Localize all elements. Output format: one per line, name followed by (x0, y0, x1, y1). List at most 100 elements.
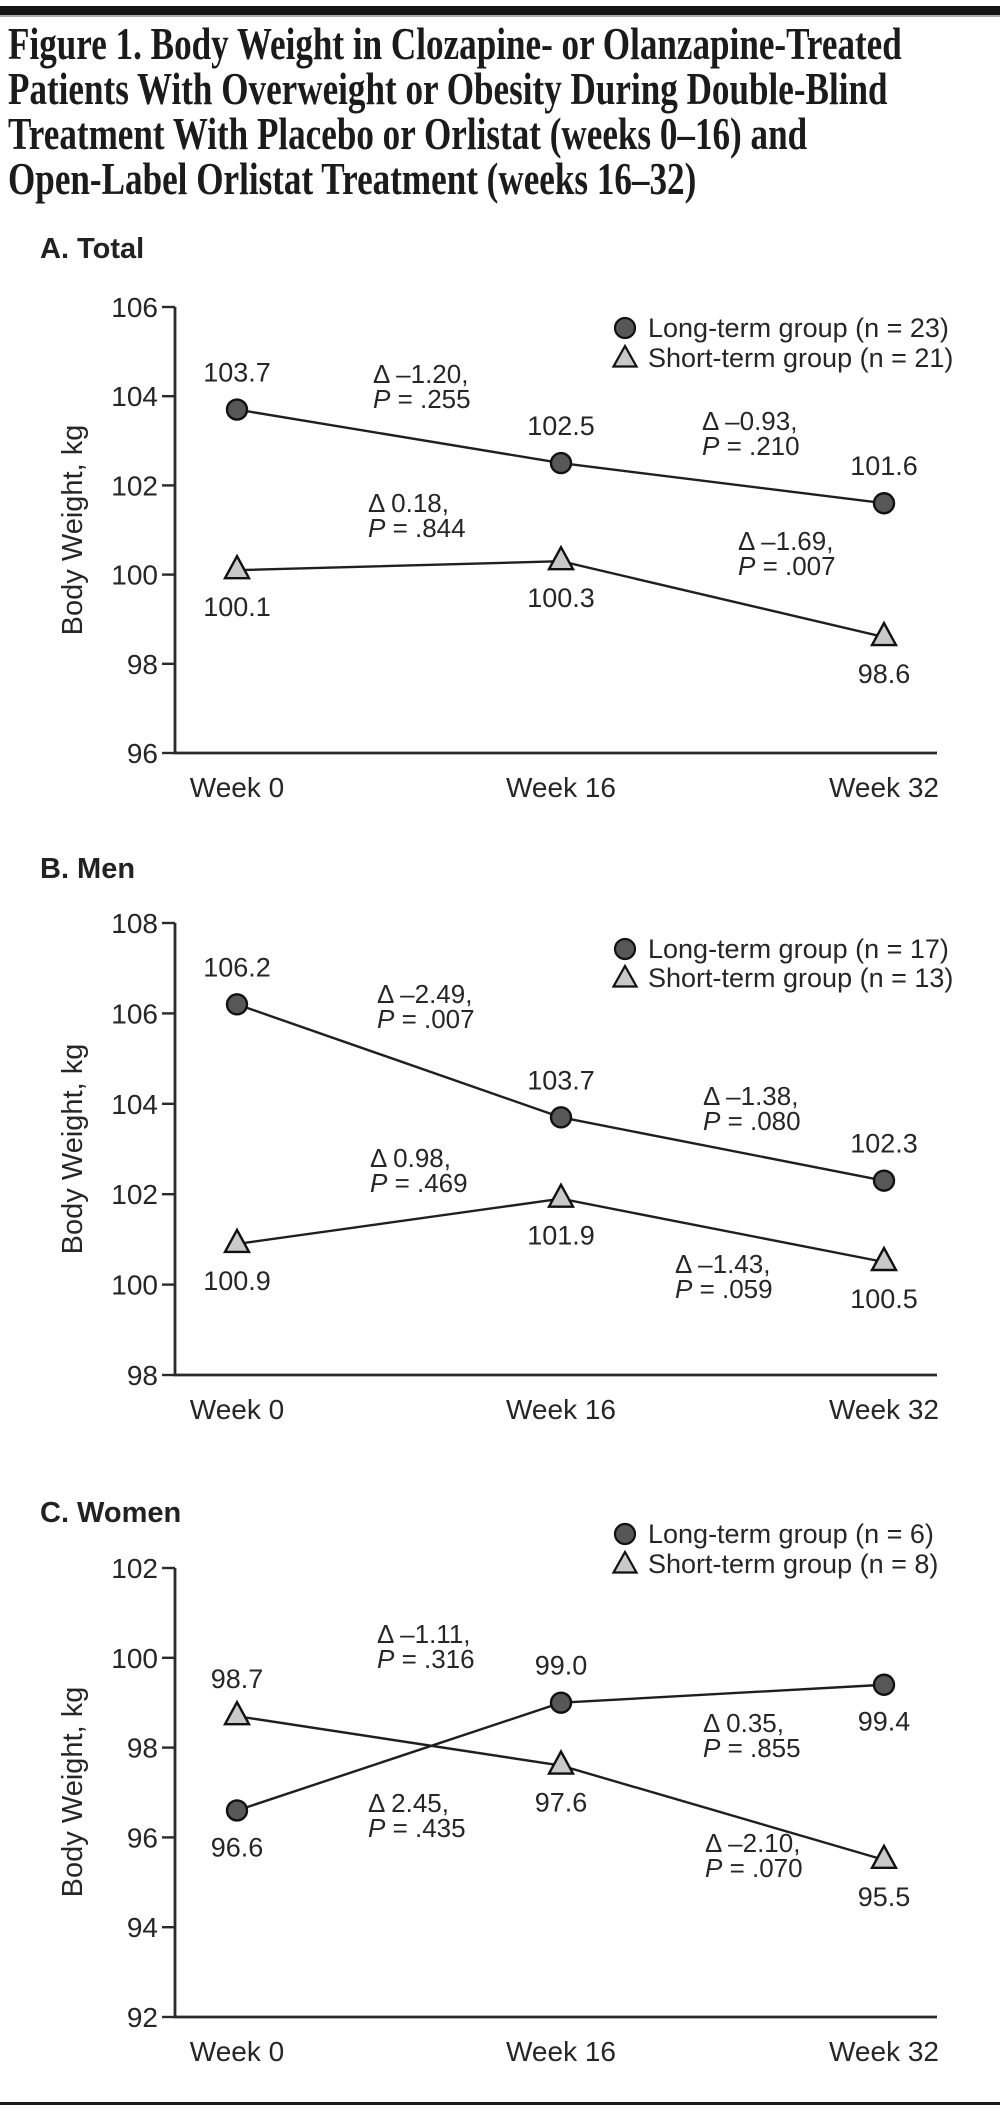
annotation-pvalue-A-2: P = .844 (368, 513, 466, 543)
data-point-long-A (872, 492, 896, 515)
panel-label-B: B. Men (40, 853, 135, 885)
legend-C: Long-term group (n = 6)Short-term group … (611, 1519, 938, 1579)
annotation-pvalue-B-0: P = .007 (377, 1004, 475, 1034)
legend-circle-marker-icon (613, 937, 637, 961)
annotation-delta-B-2: Δ 0.98, (370, 1143, 451, 1173)
value-label-long-C: 99.0 (535, 1651, 588, 1681)
top-rule-bar (0, 6, 1000, 15)
y-tick-label-C: 102 (111, 1553, 158, 1584)
annotation-delta-C-3: Δ –2.10, (705, 1828, 800, 1858)
y-axis-title-B: Body Weight, kg (57, 1044, 89, 1255)
bottom-rule-bar (0, 2102, 1000, 2105)
annotation-pvalue-C-2: P = .855 (703, 1733, 801, 1763)
annotation-pvalue-A-3: P = .007 (738, 551, 836, 581)
y-tick-label-C: 94 (127, 1912, 158, 1943)
x-category-label-B: Week 32 (829, 1394, 939, 1425)
x-category-label-A: Week 0 (190, 772, 284, 803)
annotation-pvalue-C-0: P = .316 (377, 1644, 475, 1674)
data-point-short-A (222, 553, 252, 580)
annotation-pvalue-A-0: P = .255 (373, 384, 471, 414)
y-tick-label-A: 102 (111, 470, 158, 501)
annotation-delta-C-1: Δ 2.45, (368, 1788, 449, 1818)
y-tick-label-A: 106 (111, 292, 158, 323)
legend-label-long-A: Long-term group (n = 23) (648, 313, 949, 343)
figure-title-line: Open-Label Orlistat Treatment (weeks 16–… (8, 154, 697, 204)
y-tick-label-B: 104 (111, 1089, 158, 1120)
y-tick-label-C: 92 (127, 2002, 158, 2033)
annotation-delta-C-2: Δ 0.35, (703, 1708, 784, 1738)
x-category-label-A: Week 16 (506, 772, 616, 803)
legend-circle-marker-icon (613, 1522, 637, 1546)
y-tick-label-B: 108 (111, 908, 158, 939)
top-rule-shadow (0, 15, 1000, 17)
data-point-long-B (225, 993, 249, 1016)
value-label-long-A: 102.5 (527, 411, 595, 441)
data-point-short-C (869, 1843, 899, 1870)
figure-title-line: Figure 1. Body Weight in Clozapine- or O… (8, 19, 902, 69)
value-label-short-B: 101.9 (527, 1221, 595, 1251)
data-point-short-A (869, 620, 899, 647)
annotation-delta-B-1: Δ –1.38, (703, 1081, 798, 1111)
legend-label-short-A: Short-term group (n = 21) (648, 343, 953, 373)
y-tick-label-A: 96 (127, 738, 158, 769)
value-label-short-B: 100.5 (850, 1284, 918, 1314)
data-point-long-C (225, 1799, 249, 1822)
annotation-delta-B-3: Δ –1.43, (675, 1249, 770, 1279)
y-tick-label-B: 102 (111, 1179, 158, 1210)
y-tick-label-C: 96 (127, 1822, 158, 1853)
value-label-long-B: 106.2 (203, 952, 271, 982)
x-category-label-A: Week 32 (829, 772, 939, 803)
legend-label-short-C: Short-term group (n = 8) (648, 1549, 938, 1579)
annotation-delta-B-0: Δ –2.49, (377, 979, 472, 1009)
data-point-long-C (549, 1691, 573, 1714)
x-category-label-C: Week 32 (829, 2036, 939, 2067)
panel-label-C: C. Women (40, 1497, 181, 1529)
value-label-short-B: 100.9 (203, 1266, 271, 1296)
value-label-long-C: 99.4 (858, 1707, 911, 1737)
chart-panel-C: C. Women Body Weight, kg 102 100 98 96 94 92 Wee… (40, 1497, 939, 2067)
value-label-long-A: 101.6 (850, 451, 918, 481)
legend-label-long-B: Long-term group (n = 17) (648, 934, 949, 964)
data-point-short-B (546, 1182, 576, 1208)
chart-panel-A: A. Total Body Weight, kg 106 104 102 100 98 96 W… (40, 233, 953, 803)
legend-B: Long-term group (n = 17)Short-term group… (611, 934, 953, 993)
y-tick-label-A: 98 (127, 649, 158, 680)
panel-label-A: A. Total (40, 233, 144, 265)
y-axis-title-C: Body Weight, kg (57, 1687, 89, 1898)
legend-triangle-marker-icon (611, 1549, 639, 1574)
legend-A: Long-term group (n = 23)Short-term group… (611, 313, 953, 373)
data-point-short-B (222, 1227, 252, 1254)
legend-triangle-marker-icon (611, 343, 639, 368)
annotation-pvalue-B-3: P = .059 (675, 1274, 773, 1304)
data-point-short-C (546, 1749, 576, 1775)
data-point-long-B (872, 1169, 896, 1192)
annotation-pvalue-A-1: P = .210 (702, 431, 800, 461)
y-tick-label-B: 100 (111, 1270, 158, 1301)
y-tick-label-B: 98 (127, 1360, 158, 1391)
annotation-delta-A-2: Δ 0.18, (368, 488, 449, 518)
legend-label-long-C: Long-term group (n = 6) (648, 1519, 934, 1549)
annotation-pvalue-C-3: P = .070 (705, 1853, 803, 1883)
value-label-long-A: 103.7 (203, 358, 271, 388)
value-label-short-A: 98.6 (858, 659, 911, 689)
legend-label-short-B: Short-term group (n = 13) (648, 963, 953, 993)
value-label-short-C: 95.5 (858, 1882, 911, 1912)
y-tick-label-C: 100 (111, 1643, 158, 1674)
annotation-delta-A-0: Δ –1.20, (373, 359, 468, 389)
data-point-short-C (222, 1699, 252, 1726)
annotation-delta-A-3: Δ –1.69, (738, 526, 833, 556)
data-point-long-B (549, 1106, 573, 1129)
annotation-pvalue-C-1: P = .435 (368, 1813, 466, 1843)
x-category-label-C: Week 16 (506, 2036, 616, 2067)
y-axis-title-A: Body Weight, kg (57, 425, 89, 636)
data-point-short-B (869, 1245, 899, 1272)
y-tick-label-A: 104 (111, 381, 158, 412)
y-tick-label-A: 100 (111, 560, 158, 591)
value-label-short-A: 100.1 (203, 592, 271, 622)
data-point-long-C (872, 1673, 896, 1696)
legend-triangle-marker-icon (611, 963, 639, 988)
figure-title-line: Patients With Overweight or Obesity Duri… (8, 64, 888, 114)
x-category-label-C: Week 0 (190, 2036, 284, 2067)
figure-title: Figure 1. Body Weight in Clozapine- or O… (8, 22, 1000, 202)
